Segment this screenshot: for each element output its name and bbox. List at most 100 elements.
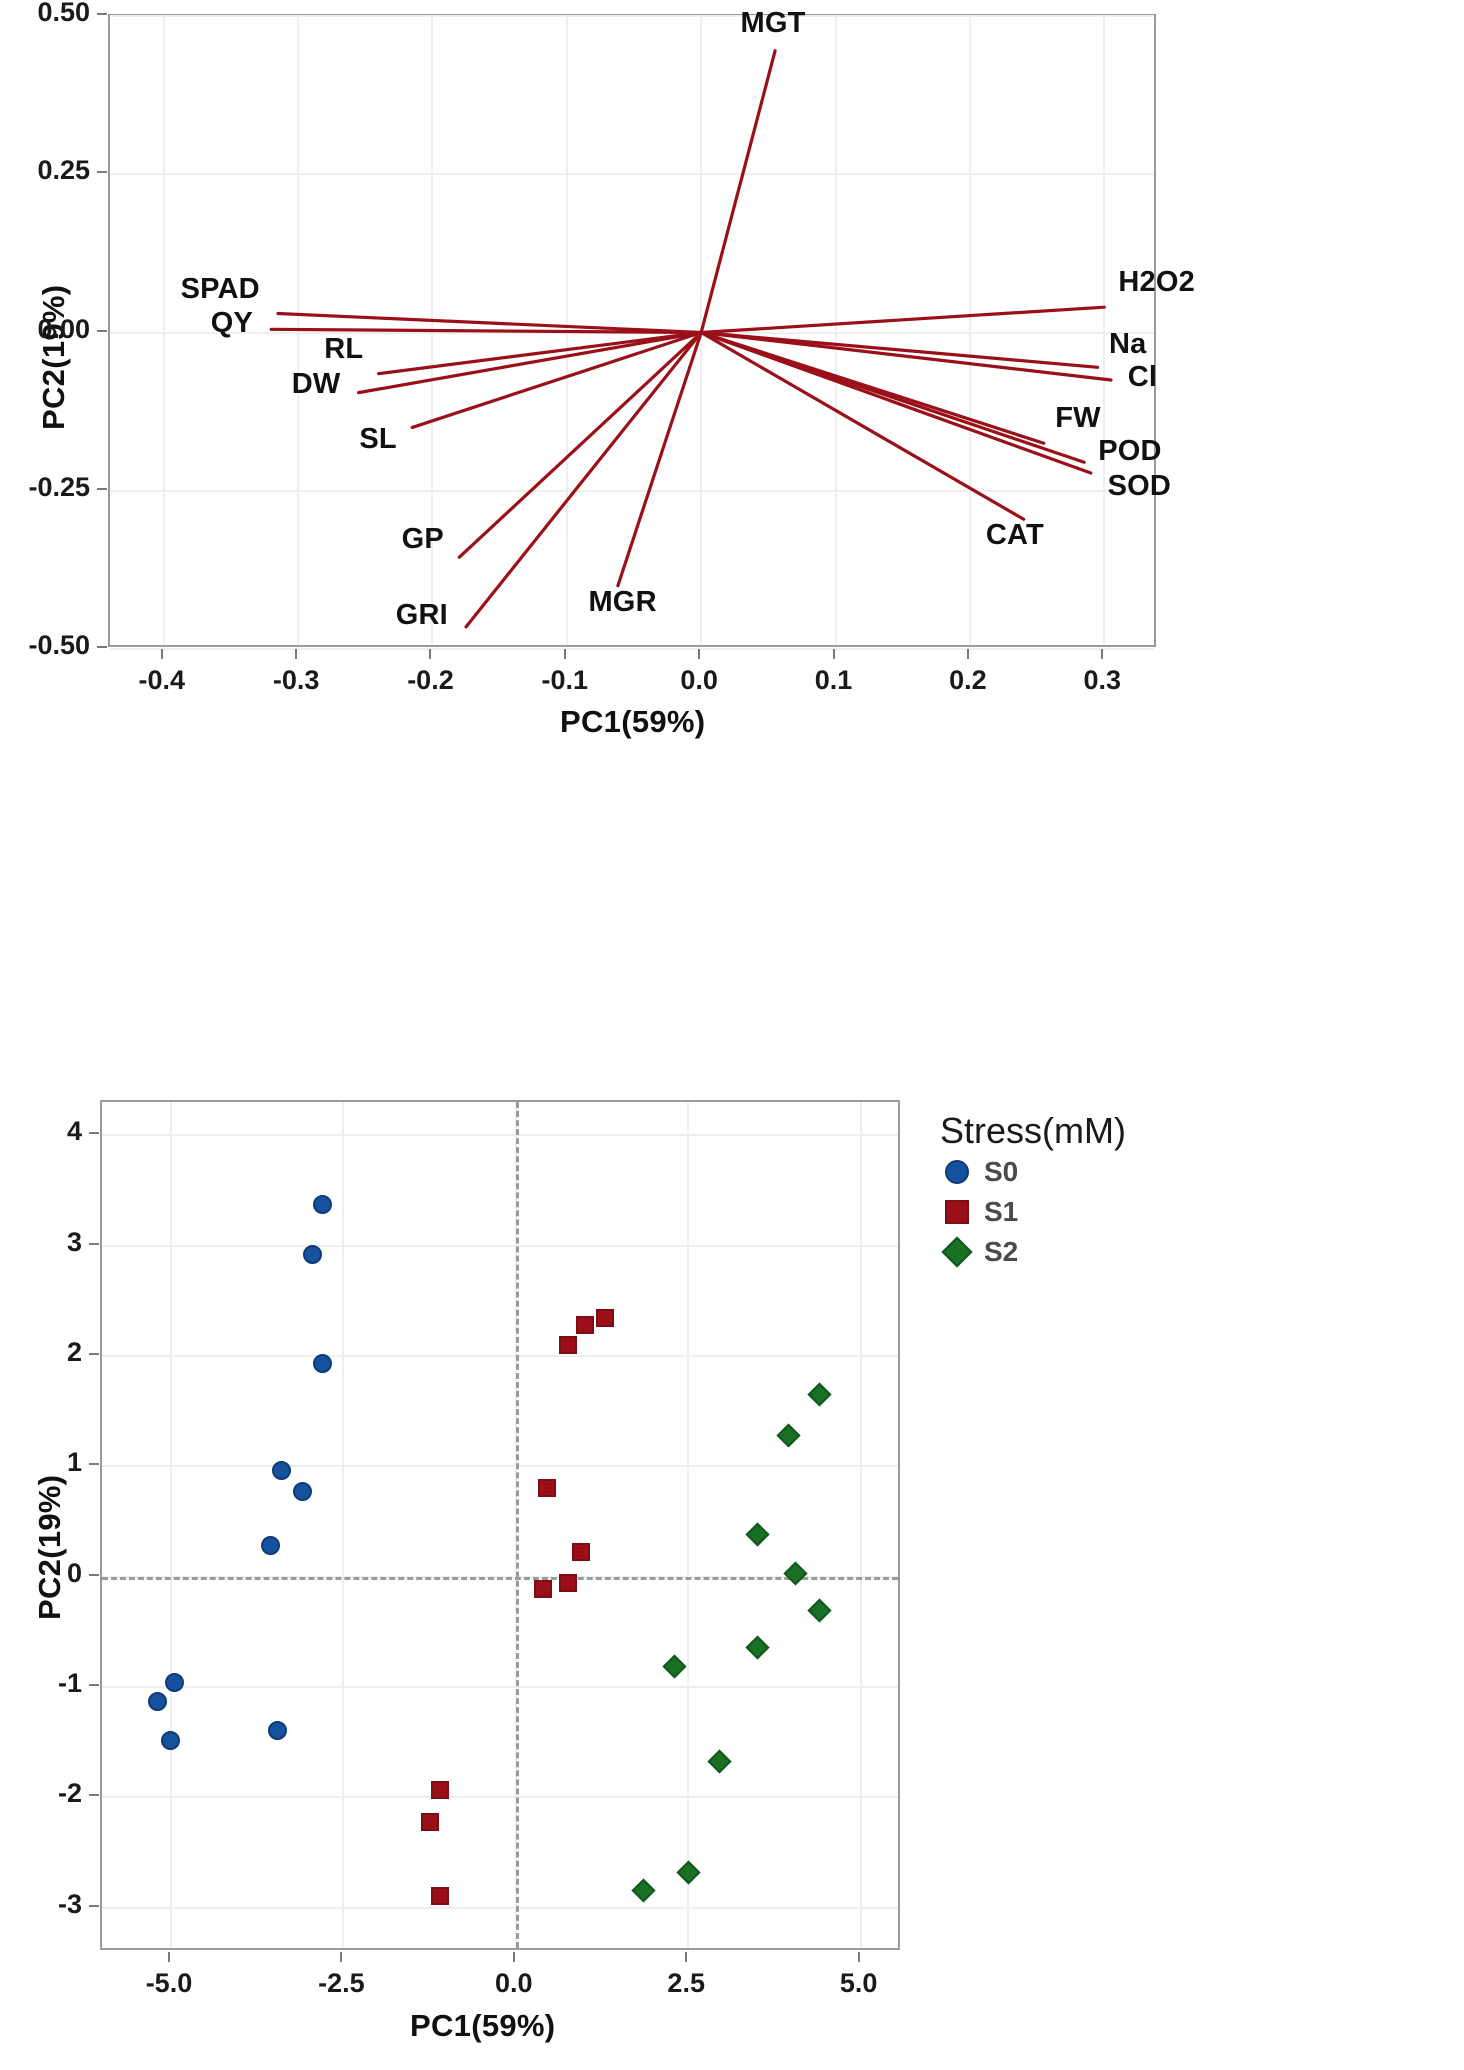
score-point-s2[interactable] <box>707 1748 732 1774</box>
score-reference-line-horizontal <box>102 1576 898 1580</box>
biplot-vectors <box>269 49 1113 629</box>
score-point-s2[interactable] <box>662 1654 687 1679</box>
biplot-vector-label-dw: DW <box>291 368 341 401</box>
biplot-y-tick-label: 0.00 <box>37 313 90 344</box>
score-point-s0[interactable] <box>313 1354 333 1374</box>
score-point-s0[interactable] <box>261 1536 281 1556</box>
biplot-x-tick <box>698 649 701 659</box>
legend-item-s0[interactable]: S0 <box>940 1152 1240 1192</box>
legend-label-s0: S0 <box>984 1156 1019 1187</box>
score-point-s2[interactable] <box>631 1878 656 1903</box>
score-point-s0[interactable] <box>161 1730 181 1750</box>
legend-item-s2[interactable]: S2 <box>940 1232 1240 1272</box>
score-point-s0[interactable] <box>302 1244 322 1264</box>
score-point-s2[interactable] <box>676 1860 701 1885</box>
score-point-s1[interactable] <box>572 1543 591 1562</box>
score-y-tick <box>89 1794 99 1797</box>
biplot-vector-label-mgt: MGT <box>740 6 806 39</box>
biplot-vector-label-pod: POD <box>1098 435 1162 468</box>
biplot-x-tick <box>160 649 163 659</box>
legend-title: Stress(mM) <box>940 1110 1126 1151</box>
biplot-vector-label-sod: SOD <box>1107 470 1172 503</box>
score-x-axis-title: PC1(59%) <box>410 2008 556 2043</box>
score-point-s2[interactable] <box>776 1423 801 1448</box>
biplot-vector-cl <box>699 330 1113 382</box>
legend-diamond-icon <box>940 1236 974 1268</box>
score-point-s0[interactable] <box>313 1195 333 1215</box>
biplot-x-tick <box>966 649 969 659</box>
biplot-x-tick-label: 0.1 <box>814 665 853 695</box>
score-y-tick-label: 2 <box>66 1336 82 1367</box>
stress-legend: Stress(mM) S0 S1 S2 <box>940 1110 1240 1272</box>
score-y-tick-label: 4 <box>66 1116 82 1147</box>
score-point-s1[interactable] <box>430 1780 449 1799</box>
biplot-y-tick-label: -0.25 <box>28 471 90 502</box>
biplot-vector-dw <box>356 330 703 395</box>
legend-label-s2: S2 <box>984 1236 1019 1267</box>
biplot-vector-label-sl: SL <box>359 423 397 456</box>
biplot-x-tick-label: 0.0 <box>680 665 718 695</box>
biplot-vector-sod <box>699 330 1093 475</box>
biplot-y-tick-label: 0.25 <box>37 155 90 186</box>
score-point-s0[interactable] <box>268 1720 288 1740</box>
biplot-vector-na <box>699 330 1100 369</box>
legend-item-s1[interactable]: S1 <box>940 1192 1240 1232</box>
score-point-s0[interactable] <box>164 1673 184 1693</box>
score-gridline-vertical <box>342 1102 345 1948</box>
biplot-vector-h2o2 <box>699 305 1106 335</box>
biplot-x-tick-label: -0.4 <box>138 665 185 695</box>
biplot-vector-gri <box>464 330 703 629</box>
biplot-gridline-vertical <box>162 16 165 645</box>
biplot-vector-label-na: Na <box>1108 327 1147 360</box>
score-point-s1[interactable] <box>430 1886 449 1905</box>
biplot-gridline-horizontal <box>110 15 1154 17</box>
score-point-s2[interactable] <box>745 1522 770 1547</box>
score-point-s1[interactable] <box>596 1309 615 1328</box>
biplot-x-tick <box>563 649 566 659</box>
score-point-s2[interactable] <box>807 1598 832 1623</box>
score-x-tick-label: 0.0 <box>495 1968 533 1998</box>
score-y-tick-label: -3 <box>57 1888 82 1919</box>
biplot-gridline-vertical <box>1103 16 1106 645</box>
biplot-vector-spad <box>276 311 703 335</box>
biplot-vector-label-gp: GP <box>401 522 444 555</box>
score-point-s1[interactable] <box>420 1812 439 1831</box>
score-point-s2[interactable] <box>783 1561 808 1586</box>
biplot-x-tick-label: -0.3 <box>272 665 320 695</box>
score-x-tick <box>685 1952 688 1962</box>
score-point-s1[interactable] <box>558 1335 577 1354</box>
score-reference-line-vertical <box>515 1102 519 1948</box>
score-point-s0[interactable] <box>292 1482 312 1502</box>
score-point-s1[interactable] <box>534 1579 553 1598</box>
score-point-s0[interactable] <box>147 1691 167 1711</box>
score-x-tick-label: 5.0 <box>839 1968 878 1998</box>
score-gridline-horizontal <box>102 1796 898 1799</box>
score-x-tick-label: -2.5 <box>318 1968 365 1998</box>
score-point-s1[interactable] <box>537 1479 556 1498</box>
score-point-s2[interactable] <box>745 1635 770 1660</box>
biplot-x-tick <box>1101 649 1104 659</box>
score-point-s0[interactable] <box>271 1461 291 1481</box>
biplot-vector-label-mgr: MGR <box>588 585 657 618</box>
score-x-tick <box>167 1952 170 1962</box>
biplot-vector-sl <box>410 330 703 430</box>
biplot-vector-label-rl: RL <box>324 332 364 365</box>
score-point-s1[interactable] <box>558 1574 577 1593</box>
biplot-vector-label-spad: SPAD <box>180 272 260 305</box>
score-point-s2[interactable] <box>807 1382 832 1407</box>
biplot-vector-gp <box>457 330 703 559</box>
biplot-x-tick <box>832 649 835 659</box>
score-gridline-horizontal <box>102 1354 898 1357</box>
biplot-y-tick-label: -0.50 <box>28 630 90 660</box>
score-gridline-horizontal <box>102 1244 898 1247</box>
biplot-x-axis-title: PC1(59%) <box>560 704 706 739</box>
score-point-s1[interactable] <box>575 1315 594 1334</box>
biplot-vector-label-cl: Cl <box>1127 360 1158 393</box>
biplot-vector-rl <box>377 330 703 376</box>
score-y-tick <box>89 1242 99 1245</box>
score-x-tick <box>512 1952 515 1962</box>
score-x-tick-label: 2.5 <box>667 1968 705 1998</box>
score-y-axis-title: PC2(19%) <box>32 1474 67 1620</box>
legend-label-s1: S1 <box>984 1196 1019 1227</box>
score-y-tick-label: 1 <box>66 1447 82 1478</box>
